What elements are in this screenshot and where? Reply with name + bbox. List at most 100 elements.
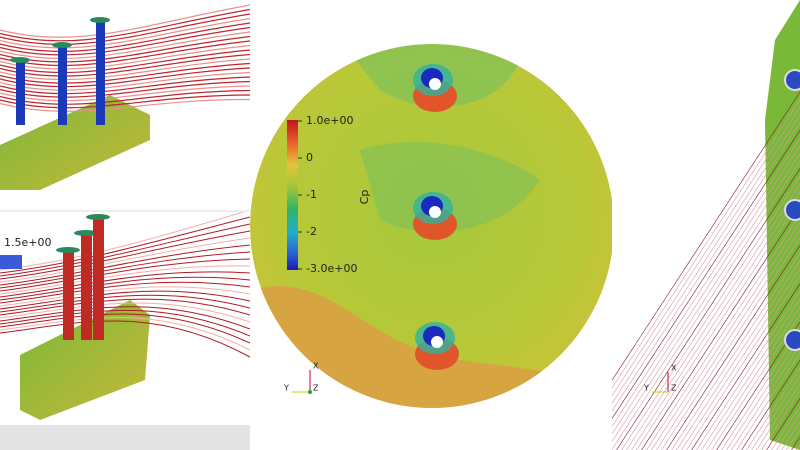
axis xyxy=(308,390,312,394)
column-cap xyxy=(52,42,72,48)
column-cap xyxy=(90,17,110,23)
column xyxy=(93,217,104,340)
streamline xyxy=(0,17,250,49)
streamline xyxy=(0,216,250,274)
streamline xyxy=(616,168,800,450)
colorbar-label: 0 xyxy=(306,151,313,164)
streamline xyxy=(612,91,800,381)
axes-triad: X Y Z xyxy=(643,364,677,393)
streamline xyxy=(612,152,800,443)
streamline xyxy=(0,4,250,38)
streamline xyxy=(0,76,250,95)
streamline xyxy=(0,281,250,304)
streamline xyxy=(746,367,800,450)
streamline xyxy=(0,80,250,98)
cylinder xyxy=(429,78,441,90)
streamline xyxy=(0,13,250,45)
colorbar-label: 1.5e+00 xyxy=(4,236,51,249)
streamline xyxy=(651,221,800,450)
region xyxy=(360,141,540,232)
streamline xyxy=(731,344,800,450)
streamline xyxy=(701,298,800,450)
streamline xyxy=(0,294,250,313)
colorbar-label: 1.0e+00 xyxy=(306,114,353,127)
colorbar-title: Cp xyxy=(358,190,371,205)
streamline xyxy=(676,260,800,450)
streamline xyxy=(0,31,250,59)
hull xyxy=(20,300,150,420)
streamlines xyxy=(612,0,800,450)
streamline xyxy=(612,145,800,435)
column xyxy=(96,20,105,125)
streamline xyxy=(0,244,250,286)
streamline xyxy=(626,183,800,450)
column xyxy=(16,60,25,125)
streamline xyxy=(0,53,250,77)
streamline xyxy=(0,276,250,301)
streamline xyxy=(721,329,800,450)
streamline xyxy=(0,223,250,277)
triad-label: Z xyxy=(671,384,677,393)
streamline xyxy=(612,114,800,404)
streamline xyxy=(0,8,250,42)
hull xyxy=(0,95,150,190)
streamline xyxy=(0,44,250,70)
streamline xyxy=(691,283,800,450)
streamline xyxy=(646,214,800,450)
streamline xyxy=(0,298,250,316)
streamline xyxy=(0,89,250,105)
streamline xyxy=(0,98,250,112)
cylinder xyxy=(784,69,800,91)
colorbar-label: -3.0e+00 xyxy=(306,262,357,275)
column xyxy=(63,250,74,340)
streamline xyxy=(612,160,800,450)
streamline xyxy=(0,265,250,295)
region xyxy=(250,285,614,408)
streamline xyxy=(0,230,250,280)
bottom-view xyxy=(0,212,250,420)
streamline xyxy=(736,352,800,450)
streamline xyxy=(711,313,800,450)
streamline xyxy=(0,251,250,289)
streamline xyxy=(0,258,250,292)
streamline xyxy=(0,62,250,84)
streamline xyxy=(612,106,800,397)
streamline xyxy=(0,26,250,56)
streamline xyxy=(636,198,800,450)
streamline xyxy=(686,275,800,450)
streamline xyxy=(612,122,800,412)
streamline xyxy=(621,175,800,450)
streamline xyxy=(0,58,250,81)
streamline xyxy=(0,71,250,91)
cylinders xyxy=(413,64,459,370)
top-view xyxy=(0,4,250,190)
triad-label: Z xyxy=(313,384,319,393)
streamline xyxy=(741,359,800,450)
triad-label: Y xyxy=(643,384,649,393)
triad-label: X xyxy=(671,364,677,373)
streamline xyxy=(751,375,800,450)
streamline xyxy=(0,212,246,271)
streamline xyxy=(0,290,250,310)
streamline xyxy=(671,252,800,450)
cylinder xyxy=(784,329,800,351)
colorbar xyxy=(287,120,298,270)
column-cap xyxy=(74,230,98,236)
streamline xyxy=(0,237,250,283)
colorbar-labels: 1.0e+00 0 -1 -2 -3.0e+00 xyxy=(298,114,357,275)
streamline xyxy=(0,40,250,67)
column xyxy=(81,233,92,340)
streamline xyxy=(0,306,250,330)
column-cap xyxy=(10,57,30,63)
streamline xyxy=(612,129,800,420)
streamline xyxy=(631,191,800,450)
streamline xyxy=(0,22,250,52)
colorbar-label: -1 xyxy=(306,188,317,201)
streamline xyxy=(612,99,800,389)
colorbar-label: -2 xyxy=(306,225,317,238)
streamline xyxy=(656,229,800,450)
column-cap xyxy=(56,247,80,253)
triad-label: Y xyxy=(283,384,289,393)
streamline xyxy=(0,49,250,74)
streamline xyxy=(0,286,250,307)
